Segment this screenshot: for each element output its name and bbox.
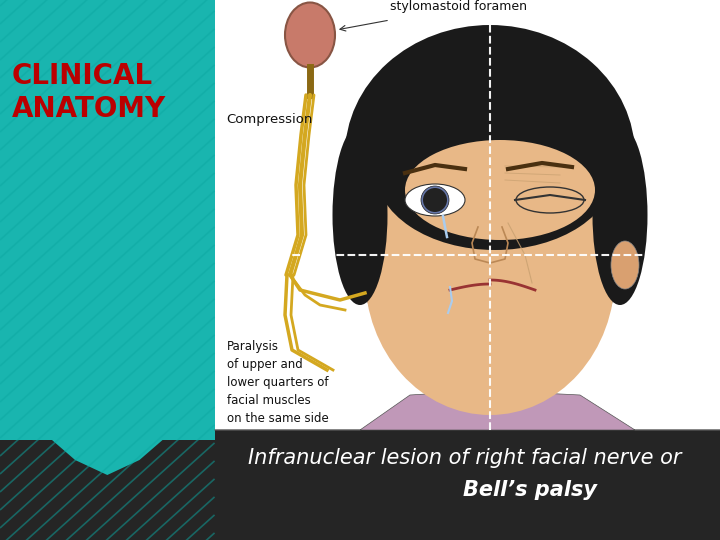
Ellipse shape: [516, 187, 584, 213]
Ellipse shape: [375, 90, 615, 250]
Text: CLINICAL: CLINICAL: [12, 62, 153, 90]
Text: Paralysis
of upper and
lower quarters of
facial muscles
on the same side: Paralysis of upper and lower quarters of…: [227, 340, 328, 425]
Ellipse shape: [421, 186, 449, 214]
Ellipse shape: [285, 3, 335, 68]
Text: Compression: Compression: [227, 113, 313, 126]
Ellipse shape: [365, 135, 615, 415]
Circle shape: [423, 188, 447, 212]
Bar: [0, 0, 215, 440]
Polygon shape: [0, 395, 215, 475]
Text: Bell’s palsy: Bell’s palsy: [463, 480, 597, 500]
Polygon shape: [215, 392, 720, 430]
Ellipse shape: [611, 241, 639, 289]
Ellipse shape: [360, 80, 620, 410]
Ellipse shape: [593, 125, 647, 305]
Ellipse shape: [356, 45, 624, 285]
Ellipse shape: [405, 184, 465, 216]
Bar: [215, 0, 720, 430]
Bar: [462, 330, 518, 400]
Ellipse shape: [333, 125, 387, 305]
Text: ANATOMY: ANATOMY: [12, 95, 166, 123]
Text: Infranuclear lesion of right facial nerve or: Infranuclear lesion of right facial nerv…: [248, 448, 682, 468]
Ellipse shape: [405, 140, 595, 240]
Text: Facial nerve  at
stylomastoid foramen: Facial nerve at stylomastoid foramen: [390, 0, 527, 13]
Ellipse shape: [345, 25, 635, 285]
